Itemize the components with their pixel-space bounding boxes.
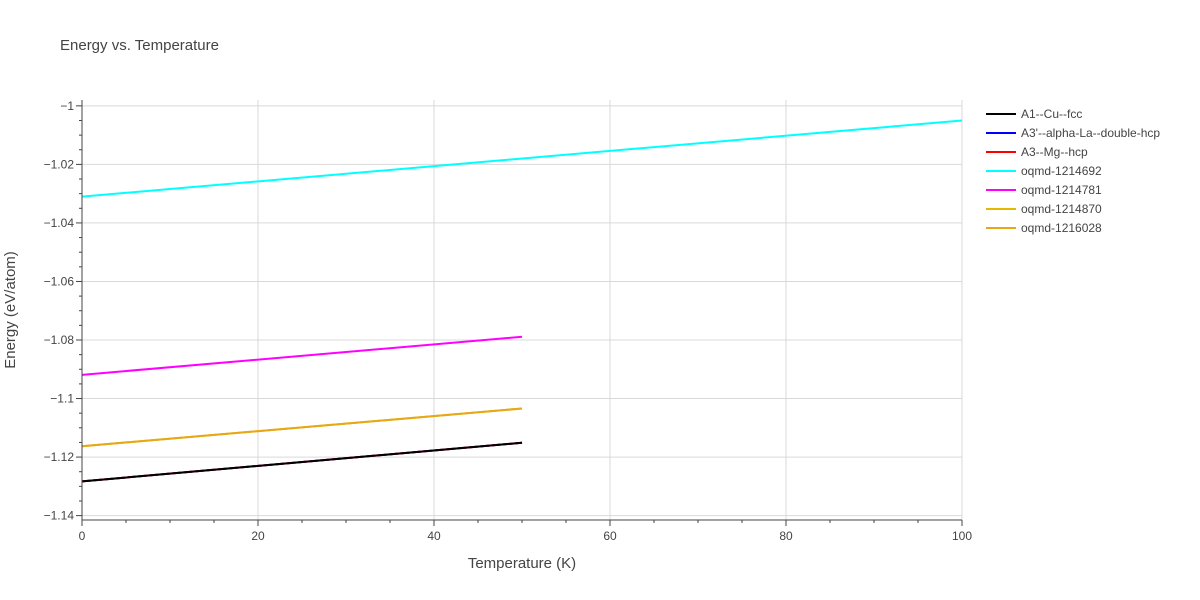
x-tick-label: 40: [427, 529, 441, 543]
x-tick-label: 80: [779, 529, 793, 543]
x-tick-label: 100: [952, 529, 972, 543]
legend-item[interactable]: oqmd-1214781: [986, 183, 1102, 197]
legend-item[interactable]: oqmd-1216028: [986, 221, 1102, 235]
legend-label: A3--Mg--hcp: [1021, 145, 1088, 159]
x-axis-title: Temperature (K): [468, 555, 576, 572]
series-line-oqmd-1216028: [81, 407, 523, 448]
y-tick-label: −1.08: [44, 333, 75, 347]
legend-item[interactable]: A3'--alpha-La--double-hcp: [986, 126, 1160, 140]
y-tick-label: −1.14: [44, 509, 75, 523]
legend-label: oqmd-1214781: [1021, 183, 1102, 197]
series-layer: [81, 119, 963, 483]
legend-label: oqmd-1214692: [1021, 164, 1102, 178]
y-tick-label: −1: [60, 99, 74, 113]
chart-title: Energy vs. Temperature: [60, 37, 219, 54]
legend: A1--Cu--fcc A3'--alpha-La--double-hcp A3--…: [986, 107, 1160, 235]
series-line-oqmd-1214692: [81, 119, 963, 198]
legend-item[interactable]: oqmd-1214692: [986, 164, 1102, 178]
grid-layer: [82, 100, 963, 520]
x-tick-label: 0: [79, 529, 86, 543]
legend-item[interactable]: A1--Cu--fcc: [986, 107, 1082, 121]
y-tick-label: −1.02: [44, 157, 75, 171]
y-tick-label: −1.1: [50, 392, 74, 406]
y-axis-title: Energy (eV/atom): [2, 251, 19, 369]
y-tick-label: −1.06: [44, 274, 75, 288]
legend-label: A3'--alpha-La--double-hcp: [1021, 126, 1160, 140]
x-tick-label: 20: [251, 529, 265, 543]
y-tick-label: −1.04: [44, 216, 75, 230]
series-line-a1-cu-fcc: [81, 441, 523, 483]
legend-item[interactable]: A3--Mg--hcp: [986, 145, 1088, 159]
legend-label: A1--Cu--fcc: [1021, 107, 1082, 121]
x-tick-label: 60: [603, 529, 617, 543]
axes-layer: 0 20 40 60 80 100 −1.14 −1.12 −1.1 −1.08 −1.06 −1.0…: [44, 99, 973, 543]
legend-label: oqmd-1214870: [1021, 202, 1102, 216]
series-line-oqmd-1214781: [81, 335, 523, 376]
y-tick-label: −1.12: [44, 450, 75, 464]
legend-label: oqmd-1216028: [1021, 221, 1102, 235]
legend-item[interactable]: oqmd-1214870: [986, 202, 1102, 216]
